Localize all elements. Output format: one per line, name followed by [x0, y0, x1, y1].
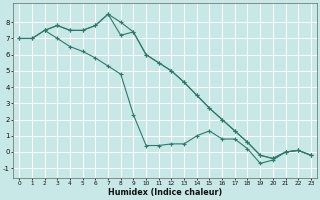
X-axis label: Humidex (Indice chaleur): Humidex (Indice chaleur) [108, 188, 222, 197]
